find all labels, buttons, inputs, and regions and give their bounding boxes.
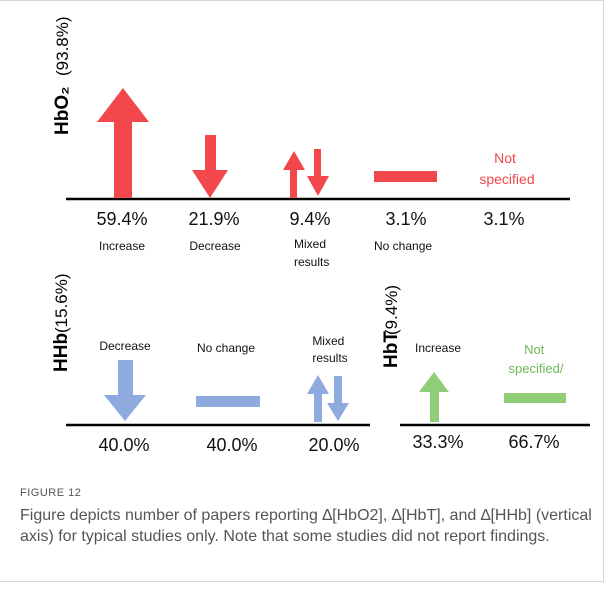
- pct-no-change: 3.1%: [385, 209, 426, 229]
- hbo2-axis-title: HbO₂: [52, 86, 73, 135]
- hhb-axis-share: (15.6%): [52, 273, 71, 333]
- hhb-axis-title: HHb: [51, 333, 72, 372]
- label-increase: Increase: [99, 239, 145, 253]
- up-down-arrows-icon: [307, 375, 349, 422]
- label-mixed: Mixed results: [312, 334, 347, 365]
- pct-not-specified: 66.7%: [508, 432, 559, 452]
- no-change-bar-icon: [504, 393, 566, 403]
- arrow-down-icon: [104, 360, 146, 421]
- pct-mixed: 20.0%: [308, 435, 359, 455]
- no-change-bar-icon: [196, 396, 260, 407]
- pct-increase: 59.4%: [96, 209, 147, 229]
- pct-not-specified: 3.1%: [483, 209, 524, 229]
- label-no-change: No change: [197, 341, 255, 355]
- hbt-axis-share: (9.4%): [382, 285, 401, 335]
- pct-increase: 33.3%: [412, 432, 463, 452]
- not-specified-label: Not specified: [479, 150, 534, 187]
- figure-graphic: HbO₂ (93.8%) Not specified 59.4% 21.9% 9…: [51, 16, 590, 455]
- hbt-panel: HbT (9.4%) Increase Not specified/ 33.3%…: [381, 285, 590, 452]
- hbo2-panel: HbO₂ (93.8%) Not specified 59.4% 21.9% 9…: [52, 16, 570, 269]
- label-no-change: No change: [374, 239, 432, 253]
- pct-decrease: 21.9%: [188, 209, 239, 229]
- arrow-up-icon: [419, 372, 449, 422]
- hbt-axis-title: HbT: [381, 331, 402, 368]
- no-change-bar-icon: [374, 171, 437, 182]
- pct-mixed: 9.4%: [289, 209, 330, 229]
- figure-caption: Figure depicts number of papers reportin…: [20, 507, 592, 545]
- label-decrease: Decrease: [99, 339, 151, 353]
- up-down-arrows-icon: [283, 149, 329, 198]
- arrow-up-icon: [97, 88, 149, 198]
- pct-decrease: 40.0%: [98, 435, 149, 455]
- figure-frame: [0, 0, 604, 582]
- label-not-specified: Not specified/: [509, 342, 564, 376]
- label-decrease: Decrease: [189, 239, 241, 253]
- arrow-down-icon: [192, 135, 228, 198]
- figure-label: FIGURE 12: [20, 487, 82, 499]
- label-increase: Increase: [415, 341, 461, 355]
- hbo2-axis-share: (93.8%): [53, 16, 72, 76]
- label-mixed: Mixed results: [294, 237, 329, 269]
- pct-no-change: 40.0%: [206, 435, 257, 455]
- hhb-panel: HHb (15.6%) Decrease No change Mixed res…: [51, 273, 370, 455]
